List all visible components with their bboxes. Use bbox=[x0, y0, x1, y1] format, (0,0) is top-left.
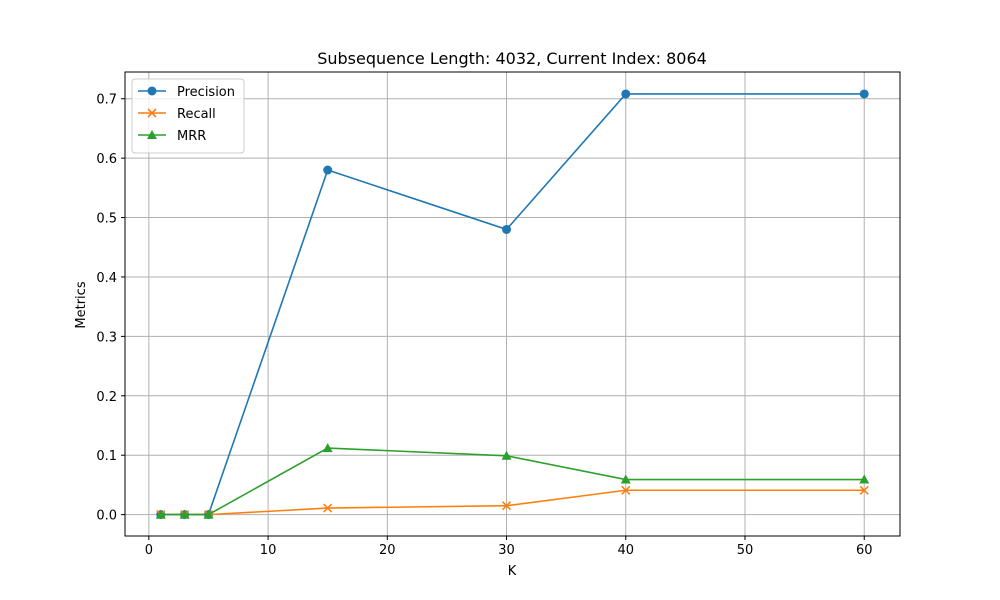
y-tick-label: 0.1 bbox=[96, 449, 117, 464]
data-point bbox=[859, 485, 869, 495]
data-point bbox=[147, 108, 157, 118]
y-tick-label: 0.2 bbox=[96, 390, 117, 405]
x-axis-label: K bbox=[508, 564, 517, 579]
y-tick-label: 0.3 bbox=[96, 330, 117, 345]
legend-item-recall: Recall bbox=[138, 107, 216, 122]
data-point bbox=[323, 165, 333, 175]
legend-label: Precision bbox=[177, 85, 235, 100]
data-point bbox=[501, 501, 512, 511]
x-tick-label: 40 bbox=[617, 543, 634, 558]
series-recall bbox=[156, 485, 869, 520]
data-point bbox=[859, 474, 870, 484]
x-tick-label: 20 bbox=[379, 543, 396, 558]
x-tick-label: 50 bbox=[737, 543, 754, 558]
x-tick-label: 10 bbox=[260, 543, 277, 558]
y-tick-label: 0.5 bbox=[96, 212, 117, 227]
data-point bbox=[322, 443, 333, 453]
legend-label: MRR bbox=[177, 129, 206, 144]
data-point bbox=[621, 485, 631, 495]
data-point bbox=[501, 450, 512, 460]
x-axis: 0 10 20 30 40 50 60 bbox=[145, 536, 873, 558]
legend-item-precision: Precision bbox=[138, 85, 235, 100]
data-point bbox=[859, 89, 869, 99]
data-point bbox=[620, 474, 631, 484]
y-tick-label: 0.0 bbox=[96, 509, 117, 524]
data-point bbox=[502, 224, 512, 234]
plot-area-frame bbox=[124, 71, 901, 537]
x-tick-label: 60 bbox=[856, 543, 873, 558]
chart-title: Subsequence Length: 4032, Current Index:… bbox=[317, 49, 707, 68]
data-point bbox=[147, 86, 157, 96]
series-line bbox=[160, 93, 865, 516]
legend-label: Recall bbox=[177, 107, 216, 122]
data-point bbox=[147, 130, 157, 139]
data-point bbox=[621, 89, 631, 99]
series-line bbox=[160, 489, 865, 516]
x-tick-label: 30 bbox=[498, 543, 515, 558]
series-layer bbox=[155, 89, 870, 520]
legend-item-mrr: MRR bbox=[138, 129, 206, 144]
grid-lines bbox=[125, 72, 900, 536]
x-tick-label: 0 bbox=[145, 543, 153, 558]
y-tick-label: 0.7 bbox=[96, 93, 117, 108]
y-tick-label: 0.4 bbox=[96, 271, 117, 286]
legend: Precision Recall MRR bbox=[131, 78, 245, 154]
data-point bbox=[203, 509, 214, 519]
data-point bbox=[155, 509, 166, 519]
data-point bbox=[179, 509, 190, 519]
y-axis-label: Metrics bbox=[74, 281, 89, 328]
y-tick-label: 0.6 bbox=[96, 152, 117, 167]
series-precision bbox=[156, 89, 869, 520]
y-axis: 0.0 0.1 0.2 0.3 0.4 0.5 0.6 0.7 bbox=[96, 93, 125, 524]
data-point bbox=[323, 503, 333, 513]
series-mrr bbox=[155, 443, 870, 519]
